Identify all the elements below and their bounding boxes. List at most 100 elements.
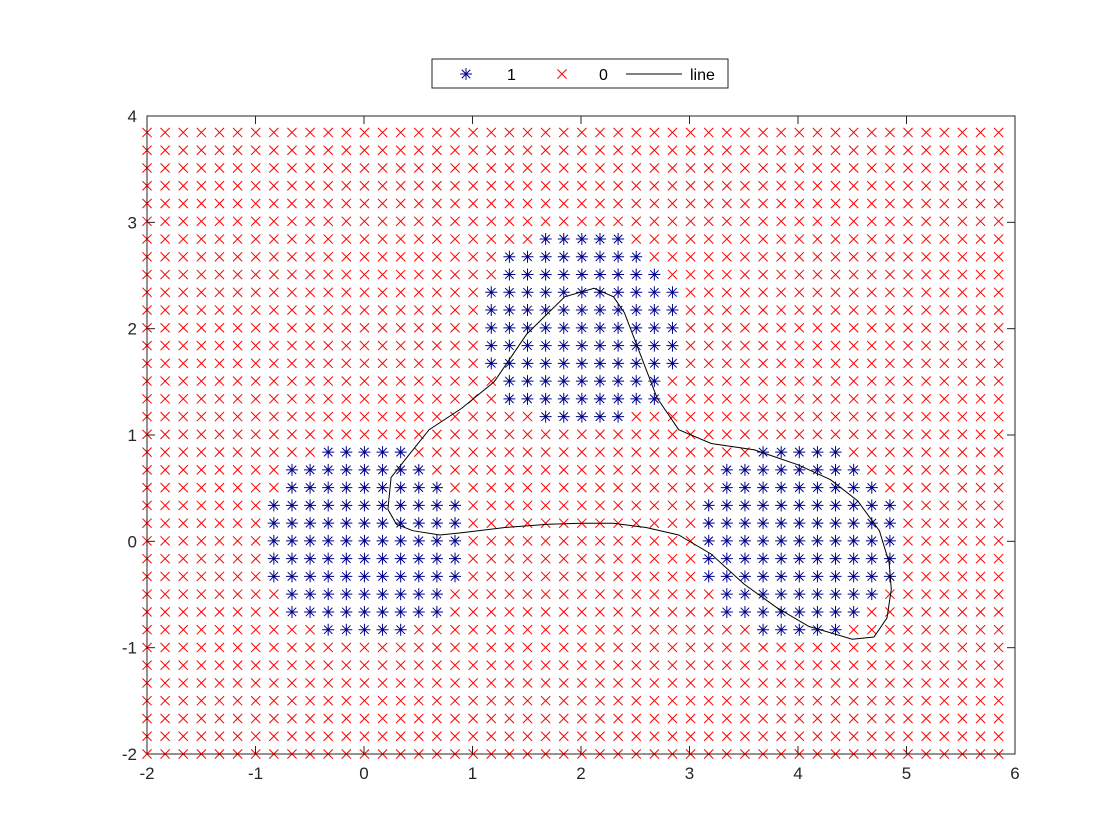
class-0-point [739, 713, 750, 724]
class-0-point [486, 660, 497, 671]
class-0-point [196, 695, 207, 706]
class-0-point [287, 376, 297, 387]
class-0-point [812, 234, 823, 244]
class-0-point [522, 500, 533, 511]
class-0-point [884, 216, 895, 227]
class-1-point [793, 534, 806, 547]
class-1-point [539, 268, 552, 281]
class-1-point [575, 268, 588, 281]
class-0-point [450, 695, 460, 706]
class-0-point [468, 322, 479, 333]
class-0-point [939, 180, 950, 191]
class-0-point [232, 553, 243, 564]
class-0-point [341, 678, 352, 688]
class-0-point [323, 695, 334, 706]
class-0-point [739, 678, 750, 688]
class-0-point [921, 127, 932, 138]
class-0-point [685, 624, 696, 635]
x-tick-label: 4 [793, 764, 802, 783]
class-0-point [431, 127, 442, 138]
class-1-point [322, 588, 335, 601]
class-0-point [758, 642, 769, 653]
class-0-point [685, 571, 696, 582]
class-0-point [359, 358, 370, 369]
class-0-point [830, 234, 841, 244]
class-0-point [178, 535, 189, 546]
class-1-point [485, 339, 498, 352]
class-0-point [776, 305, 787, 316]
class-0-point [866, 642, 877, 653]
class-0-point [631, 624, 642, 635]
class-0-point [739, 145, 750, 156]
class-1-point [557, 375, 570, 388]
class-0-point [160, 571, 171, 582]
class-0-point [504, 234, 515, 244]
class-0-point [667, 660, 678, 671]
class-0-point [468, 216, 479, 227]
class-0-point [667, 695, 678, 706]
class-0-point [975, 145, 986, 156]
y-tick-label: 2 [128, 320, 137, 339]
class-1-point [412, 588, 425, 601]
class-0-point [250, 464, 261, 475]
class-0-point [576, 535, 587, 546]
class-0-point [993, 447, 1004, 458]
class-0-point [196, 518, 207, 529]
class-0-point [431, 731, 442, 742]
class-0-point [975, 606, 986, 617]
class-0-point [794, 251, 805, 262]
class-0-point [178, 340, 189, 351]
class-0-point [758, 429, 769, 440]
class-0-point [268, 482, 279, 493]
class-0-point [739, 376, 750, 387]
class-0-point [250, 518, 261, 529]
class-0-point [232, 305, 243, 316]
class-0-point [776, 198, 787, 209]
class-1-point [376, 463, 389, 476]
class-0-point [613, 447, 624, 458]
class-0-point [703, 216, 714, 227]
class-1-point [485, 321, 498, 334]
class-0-point [558, 180, 569, 191]
class-1-point [757, 463, 770, 476]
class-0-point [884, 340, 895, 351]
class-0-point [268, 322, 279, 333]
class-0-point [468, 731, 479, 742]
class-0-point [178, 145, 189, 156]
class-0-point [504, 482, 515, 493]
class-0-point [341, 145, 352, 156]
class-0-point [359, 340, 370, 351]
class-1-point [829, 552, 842, 565]
class-0-point [486, 127, 497, 138]
class-0-point [576, 553, 587, 564]
class-0-point [649, 535, 660, 546]
class-0-point [993, 198, 1004, 209]
class-0-point [939, 464, 950, 475]
class-0-point [232, 145, 243, 156]
class-0-point [486, 553, 497, 564]
class-0-point [685, 713, 696, 724]
class-0-point [685, 269, 696, 280]
class-0-point [903, 251, 913, 262]
class-0-point [268, 713, 279, 724]
class-0-point [903, 713, 913, 724]
class-0-point [250, 180, 261, 191]
class-0-point [649, 180, 660, 191]
class-0-point [160, 393, 171, 404]
class-0-point [595, 606, 605, 617]
class-0-point [649, 713, 660, 724]
class-0-point [975, 251, 986, 262]
class-0-point [703, 145, 714, 156]
class-0-point [848, 163, 859, 173]
class-1-point [720, 552, 733, 565]
class-0-point [721, 216, 732, 227]
class-0-point [595, 731, 605, 742]
class-0-point [287, 198, 297, 209]
class-0-point [812, 198, 823, 209]
class-0-point [250, 163, 261, 173]
class-1-point [340, 534, 353, 547]
class-0-point [413, 411, 424, 422]
class-0-point [975, 340, 986, 351]
class-0-point [359, 216, 370, 227]
class-0-point [721, 624, 732, 635]
